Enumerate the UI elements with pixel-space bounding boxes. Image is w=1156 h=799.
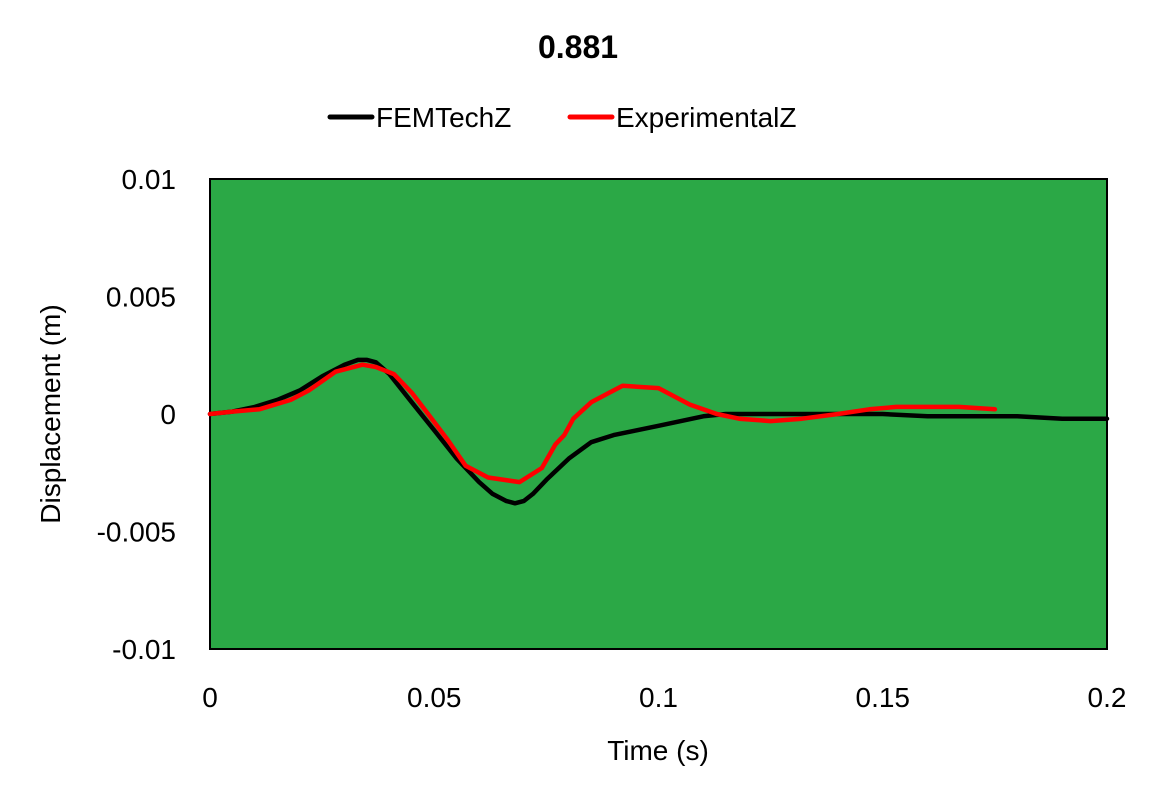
x-axis-label: Time (s)	[607, 735, 709, 766]
chart-title: 0.881	[538, 29, 618, 65]
y-tick-label: 0	[160, 399, 176, 430]
y-tick-label: 0.01	[122, 164, 177, 195]
y-tick-label: -0.005	[97, 517, 176, 548]
y-axis-label: Displacement (m)	[35, 304, 66, 523]
x-axis-ticks: 0 0.05 0.1 0.15 0.2	[202, 682, 1126, 713]
legend-label-FEMTechZ: FEMTechZ	[376, 102, 511, 133]
x-tick-label: 0.15	[856, 682, 911, 713]
legend-label-ExperimentalZ: ExperimentalZ	[616, 102, 797, 133]
series-layer	[207, 357, 1110, 506]
x-tick-label: 0.1	[639, 682, 678, 713]
plot-area	[209, 178, 1108, 650]
y-tick-label: 0.005	[106, 282, 176, 313]
x-tick-label: 0.2	[1088, 682, 1127, 713]
y-tick-label: -0.01	[112, 634, 176, 665]
x-tick-label: 0	[202, 682, 218, 713]
series-line-ExperimentalZ	[207, 362, 998, 485]
x-tick-label: 0.05	[407, 682, 462, 713]
y-axis-ticks: 0.01 0.005 0 -0.005 -0.01	[97, 164, 176, 665]
legend: FEMTechZ ExperimentalZ	[327, 102, 797, 133]
